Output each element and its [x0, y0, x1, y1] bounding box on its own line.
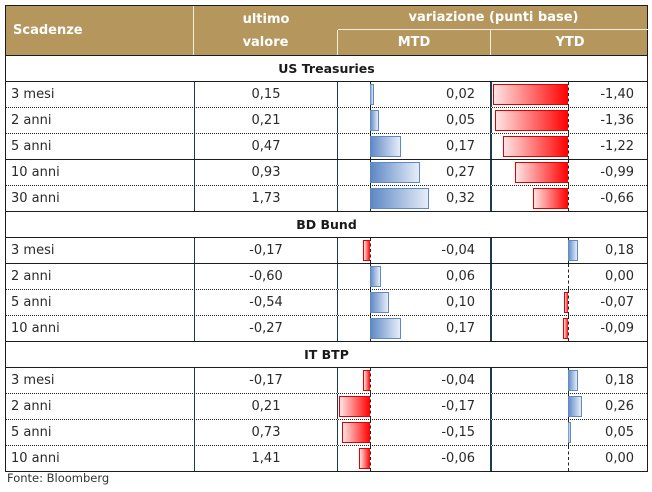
maturity-label: 30 anni	[11, 186, 60, 211]
last-value: -0,54	[194, 290, 338, 315]
table-header: Scadenze ultimo valore variazione (punti…	[6, 6, 647, 55]
section-header: US Treasuries	[6, 55, 647, 81]
last-value: -0,60	[194, 264, 338, 289]
maturity-label: 3 mesi	[11, 82, 54, 107]
ytd-value: -1,40	[491, 82, 634, 107]
ytd-value: 0,00	[491, 446, 634, 471]
last-value: 0,21	[194, 394, 338, 419]
header-mtd: MTD	[338, 30, 491, 55]
last-value: 1,41	[194, 446, 338, 471]
mtd-value: 0,02	[338, 82, 475, 107]
table-row: 30 anni 1,73 0,32 -0,66	[6, 185, 647, 211]
last-value: 0,15	[194, 82, 338, 107]
maturity-label: 2 anni	[11, 264, 51, 289]
table-row: 2 anni 0,21 -0,17 0,26	[6, 393, 647, 419]
maturity-label: 2 anni	[11, 394, 51, 419]
maturity-label: 5 anni	[11, 134, 51, 159]
maturity-label: 5 anni	[11, 420, 51, 445]
mtd-value: 0,27	[338, 160, 475, 185]
table-row: 3 mesi -0,17 -0,04 0,18	[6, 367, 647, 393]
ytd-value: -0,07	[491, 290, 634, 315]
maturity-label: 3 mesi	[11, 368, 54, 393]
section-header: BD Bund	[6, 211, 647, 237]
mtd-value: -0,17	[338, 394, 475, 419]
maturity-label: 3 mesi	[11, 238, 54, 263]
ytd-value: 0,18	[491, 238, 634, 263]
table-row: 5 anni -0,54 0,10 -0,07	[6, 289, 647, 315]
mtd-value: 0,10	[338, 290, 475, 315]
last-value: -0,17	[194, 368, 338, 393]
yield-table: Scadenze ultimo valore variazione (punti…	[5, 5, 648, 472]
last-value: 0,47	[194, 134, 338, 159]
ytd-value: 0,05	[491, 420, 634, 445]
mtd-value: 0,17	[338, 134, 475, 159]
ytd-value: 0,00	[491, 264, 634, 289]
last-value: 0,73	[194, 420, 338, 445]
header-variazione: variazione (punti base)	[338, 6, 649, 30]
table-row: 10 anni 1,41 -0,06 0,00	[6, 445, 647, 471]
maturity-label: 10 anni	[11, 316, 60, 341]
table-row: 5 anni 0,73 -0,15 0,05	[6, 419, 647, 445]
mtd-value: 0,06	[338, 264, 475, 289]
ytd-value: -1,36	[491, 108, 634, 133]
source-note: Fonte: Bloomberg	[7, 471, 109, 485]
maturity-label: 10 anni	[11, 446, 60, 471]
header-valore: valore	[194, 30, 338, 55]
table-row: 3 mesi -0,17 -0,04 0,18	[6, 237, 647, 263]
last-value: 0,93	[194, 160, 338, 185]
ytd-value: -0,09	[491, 316, 634, 341]
table-row: 5 anni 0,47 0,17 -1,22	[6, 133, 647, 159]
ytd-value: -0,66	[491, 186, 634, 211]
table-row: 3 mesi 0,15 0,02 -1,40	[6, 81, 647, 107]
table-row: 2 anni 0,21 0,05 -1,36	[6, 107, 647, 133]
section-header: IT BTP	[6, 341, 647, 367]
mtd-value: 0,32	[338, 186, 475, 211]
maturity-label: 10 anni	[11, 160, 60, 185]
mtd-value: 0,05	[338, 108, 475, 133]
mtd-value: -0,06	[338, 446, 475, 471]
maturity-label: 2 anni	[11, 108, 51, 133]
table-body: US Treasuries 3 mesi 0,15 0,02 -1,40 2 anni 0,…	[6, 55, 647, 471]
header-ultimo: ultimo	[194, 6, 338, 30]
last-value: -0,27	[194, 316, 338, 341]
maturity-label: 5 anni	[11, 290, 51, 315]
mtd-value: 0,17	[338, 316, 475, 341]
ytd-value: -0,99	[491, 160, 634, 185]
ytd-value: -1,22	[491, 134, 634, 159]
mtd-value: -0,15	[338, 420, 475, 445]
table-row: 10 anni 0,93 0,27 -0,99	[6, 159, 647, 185]
last-value: 1,73	[194, 186, 338, 211]
mtd-value: -0,04	[338, 238, 475, 263]
table-row: 10 anni -0,27 0,17 -0,09	[6, 315, 647, 341]
mtd-value: -0,04	[338, 368, 475, 393]
ytd-value: 0,26	[491, 394, 634, 419]
header-ytd: YTD	[491, 30, 649, 55]
last-value: -0,17	[194, 238, 338, 263]
header-scadenze: Scadenze	[6, 6, 194, 55]
table-row: 2 anni -0,60 0,06 0,00	[6, 263, 647, 289]
ytd-value: 0,18	[491, 368, 634, 393]
last-value: 0,21	[194, 108, 338, 133]
